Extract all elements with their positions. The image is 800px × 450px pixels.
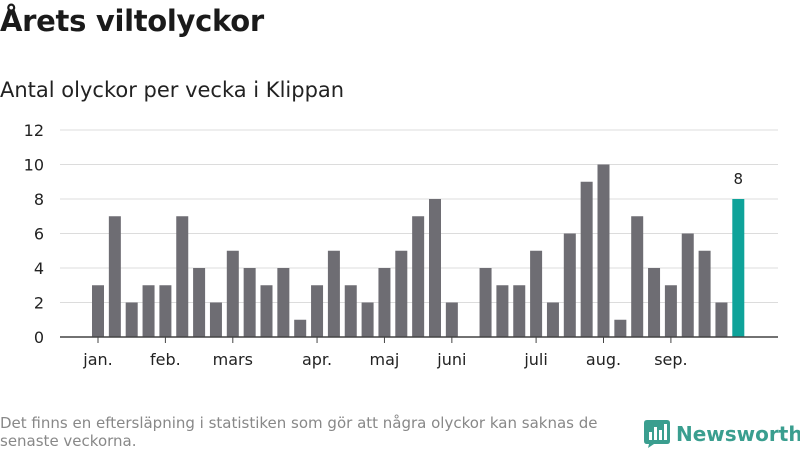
- bar: [361, 302, 374, 337]
- bar-highlight: [732, 199, 745, 337]
- data-labels: 8: [734, 170, 744, 188]
- y-tick-label: 6: [34, 225, 44, 244]
- bar-chart-logo-icon: [644, 420, 670, 448]
- bar: [327, 250, 340, 337]
- y-tick-label: 2: [34, 294, 44, 313]
- x-axis-month-labels: jan. feb. mars apr. maj juni juli aug. sep.: [82, 337, 688, 369]
- bar: [260, 285, 273, 337]
- chart-title: Årets viltolyckor: [0, 4, 264, 38]
- bar: [108, 216, 121, 337]
- bar: [209, 302, 222, 337]
- bar: [412, 216, 425, 337]
- y-tick-label: 8: [34, 190, 44, 209]
- bar: [378, 268, 391, 337]
- bar: [648, 268, 661, 337]
- y-axis-ticks: 0 2 4 6 8 10 12: [24, 121, 44, 347]
- bar: [597, 164, 610, 337]
- bar: [142, 285, 155, 337]
- bar: [513, 285, 526, 337]
- bar: [698, 250, 711, 337]
- x-tick-label: juli: [523, 350, 547, 369]
- x-tick-label: feb.: [150, 350, 181, 369]
- y-tick-label: 12: [24, 121, 44, 140]
- bar: [344, 285, 357, 337]
- y-tick-label: 10: [24, 156, 44, 175]
- brand-logo[interactable]: Newsworthy: [644, 419, 800, 449]
- x-tick-label: aug.: [586, 350, 621, 369]
- bars: [92, 164, 745, 337]
- bar: [715, 302, 728, 337]
- bar: [479, 268, 492, 337]
- bar: [159, 285, 172, 337]
- bar: [226, 250, 239, 337]
- bar: [311, 285, 324, 337]
- bar: [243, 268, 256, 337]
- bar: [294, 319, 307, 337]
- x-tick-label: juni: [436, 350, 466, 369]
- x-tick-label: maj: [370, 350, 400, 369]
- bar: [395, 250, 408, 337]
- bar: [445, 302, 458, 337]
- bar: [530, 250, 543, 337]
- bar: [681, 233, 694, 337]
- bar-chart: 0 2 4 6 8 10 12 jan. feb. mars apr. maj juni juli aug…: [24, 121, 778, 369]
- bar: [125, 302, 138, 337]
- bar: [429, 199, 441, 337]
- bar: [580, 181, 593, 337]
- x-tick-label: jan.: [82, 350, 112, 369]
- bar: [92, 285, 104, 337]
- bar: [546, 302, 559, 337]
- bar: [563, 233, 576, 337]
- x-tick-label: apr.: [302, 350, 332, 369]
- data-label-highlight: 8: [734, 170, 744, 188]
- bar: [277, 268, 290, 337]
- bar: [193, 268, 206, 337]
- brand-name: Newsworthy: [676, 422, 800, 446]
- bar: [614, 319, 627, 337]
- y-tick-label: 4: [34, 259, 44, 278]
- chart-subtitle: Antal olyckor per vecka i Klippan: [0, 78, 345, 102]
- bar: [176, 216, 189, 337]
- x-tick-label: sep.: [654, 350, 687, 369]
- bar: [664, 285, 677, 337]
- x-tick-label: mars: [213, 350, 253, 369]
- y-tick-label: 0: [34, 328, 44, 347]
- footnote: Det finns en eftersläpning i statistiken…: [0, 414, 598, 450]
- bar: [631, 216, 644, 337]
- bar: [496, 285, 509, 337]
